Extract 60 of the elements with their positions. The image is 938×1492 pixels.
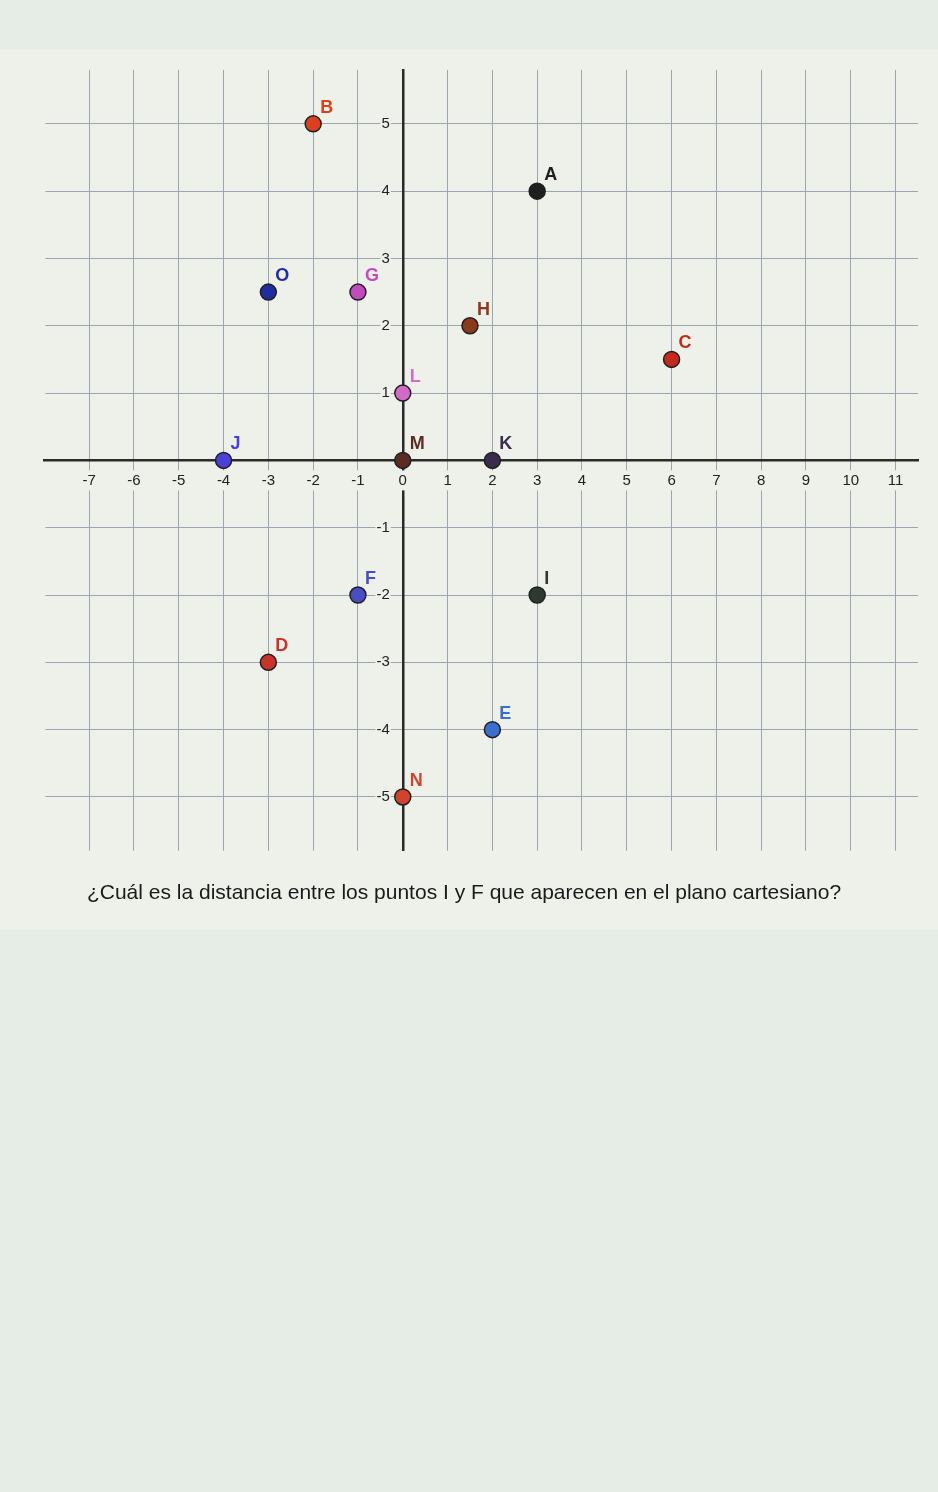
x-tick-label: 11 bbox=[887, 470, 904, 488]
point bbox=[483, 451, 502, 470]
point bbox=[394, 788, 412, 806]
point bbox=[461, 317, 479, 335]
series-label: A bbox=[544, 164, 558, 185]
series-label: H bbox=[476, 298, 490, 319]
point bbox=[394, 384, 412, 402]
y-tick-label: -3 bbox=[376, 652, 390, 670]
x-tick-label: -3 bbox=[261, 470, 276, 488]
x-tick-label: -4 bbox=[216, 470, 231, 488]
series-label: F bbox=[364, 567, 376, 588]
series-label: O bbox=[275, 265, 290, 286]
x-tick-label: 8 bbox=[757, 470, 766, 488]
x-tick-label: 5 bbox=[622, 470, 631, 488]
y-tick-label: -2 bbox=[376, 585, 390, 603]
series-label: E bbox=[499, 702, 512, 723]
y-tick-label: 1 bbox=[381, 383, 390, 401]
y-tick-label: 5 bbox=[381, 113, 390, 131]
point bbox=[349, 586, 367, 604]
text: ¿Cuál es la distancia entre los puntos I y F que aparecen en el plano cartesiano? bbox=[86, 880, 842, 904]
x-tick-label: -1 bbox=[351, 470, 365, 488]
x-tick-label: 2 bbox=[488, 470, 497, 488]
point bbox=[394, 451, 412, 470]
point bbox=[259, 283, 278, 301]
point bbox=[528, 586, 546, 604]
series-label: L bbox=[409, 366, 421, 387]
series-label: B bbox=[320, 96, 334, 117]
series-label: K bbox=[499, 433, 513, 454]
series-label: G bbox=[364, 265, 379, 286]
series-label: N bbox=[409, 769, 423, 790]
point bbox=[662, 350, 681, 369]
series-label: J bbox=[230, 433, 241, 454]
point bbox=[304, 115, 322, 133]
y-tick-label: 3 bbox=[381, 248, 390, 266]
x-tick-label: 7 bbox=[712, 470, 721, 488]
y-tick-label: 2 bbox=[381, 315, 390, 333]
x-tick-label: -5 bbox=[172, 470, 186, 488]
x-tick-label: 3 bbox=[533, 470, 542, 488]
x-tick-label: 1 bbox=[443, 470, 452, 488]
y-tick-label: 4 bbox=[381, 181, 390, 199]
point bbox=[349, 283, 367, 301]
x-tick-label: 4 bbox=[577, 470, 587, 488]
series-label: C bbox=[678, 332, 692, 353]
x-tick-label: -7 bbox=[82, 470, 96, 488]
x-tick-label: -6 bbox=[127, 470, 141, 488]
point bbox=[528, 182, 546, 200]
series-label: D bbox=[275, 635, 289, 656]
series-label: I bbox=[544, 567, 550, 588]
x-tick-label: 6 bbox=[667, 470, 676, 488]
x-tick-label: 9 bbox=[801, 470, 811, 488]
point bbox=[259, 653, 278, 672]
y-tick-label: -4 bbox=[376, 719, 390, 737]
y-tick-label: -5 bbox=[376, 787, 390, 805]
series-label: M bbox=[409, 433, 425, 454]
x-tick-label: -2 bbox=[306, 470, 320, 488]
y-tick-label: -1 bbox=[376, 517, 390, 535]
point bbox=[483, 720, 502, 739]
point bbox=[214, 451, 233, 470]
x-tick-label: 0 bbox=[398, 470, 407, 488]
x-tick-label: 10 bbox=[842, 470, 860, 488]
